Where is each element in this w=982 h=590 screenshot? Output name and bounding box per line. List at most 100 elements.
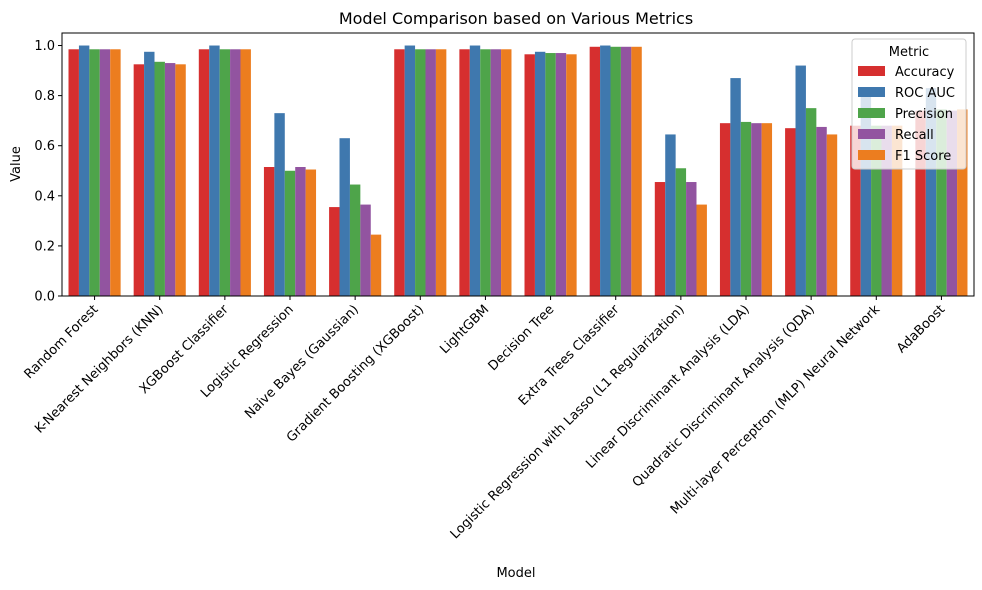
x-tick-label: K-Nearest Neighbors (KNN)	[32, 302, 166, 436]
bar-precision	[610, 46, 621, 296]
bar-accuracy	[68, 49, 79, 296]
legend: Metric Accuracy ROC AUC Precision Recall F1 S…	[851, 38, 967, 170]
bar-recall	[816, 126, 827, 297]
bar-precision	[675, 168, 687, 296]
legend-label: Precision	[895, 107, 953, 122]
bar-accuracy	[394, 49, 405, 296]
bar-precision	[284, 170, 296, 296]
bar-roc-auc	[144, 51, 155, 296]
bar-precision	[219, 49, 231, 296]
bar-roc-auc	[274, 113, 285, 297]
bar-precision	[154, 61, 165, 296]
bar-precision	[871, 125, 882, 297]
x-tick-label: Decision Tree	[486, 302, 558, 374]
bar-recall	[881, 125, 892, 297]
x-axis-label: Model	[496, 566, 535, 581]
bar-roc-auc	[534, 51, 546, 296]
bar-recall	[490, 49, 502, 296]
bar-precision	[936, 109, 947, 297]
bar-f1-score	[305, 169, 317, 296]
bar-recall	[164, 63, 176, 297]
bar-precision	[545, 53, 556, 296]
y-tick-label: 0.2	[34, 239, 55, 254]
bar-accuracy	[654, 182, 666, 296]
x-tick-label: AdaBoost	[894, 302, 948, 356]
bar-roc-auc	[209, 45, 220, 296]
bar-accuracy	[198, 49, 210, 296]
bar-accuracy	[589, 46, 601, 296]
x-tick-label: LightGBM	[437, 302, 492, 357]
bar-roc-auc	[730, 78, 741, 296]
bar-f1-score	[370, 234, 382, 296]
legend-label: ROC AUC	[895, 86, 955, 101]
bar-f1-score	[696, 204, 707, 296]
bar-recall	[946, 110, 958, 297]
bar-roc-auc	[665, 134, 676, 296]
bar-f1-score	[175, 64, 186, 296]
legend-swatch	[858, 87, 885, 97]
bar-roc-auc	[469, 45, 481, 296]
x-tick-label: Gradient Boosting (XGBoost)	[284, 302, 427, 445]
bar-roc-auc	[860, 88, 872, 296]
bar-accuracy	[263, 167, 275, 296]
bar-roc-auc	[925, 88, 937, 296]
bar-roc-auc	[404, 45, 416, 296]
bar-recall	[360, 204, 371, 296]
bar-precision	[349, 184, 361, 296]
y-tick-label: 0.0	[34, 290, 55, 305]
x-tick-label: Logistic Regression with Lasso (L1 Regul…	[448, 302, 688, 542]
bar-recall	[686, 182, 697, 296]
bar-recall	[230, 49, 241, 296]
bar-precision	[415, 49, 426, 296]
bar-f1-score	[110, 49, 121, 296]
bar-f1-score	[826, 134, 838, 296]
bar-precision	[480, 49, 491, 296]
bar-precision	[89, 49, 100, 296]
legend-title: Metric	[889, 45, 929, 60]
bar-accuracy	[329, 207, 340, 296]
bar-f1-score	[631, 46, 642, 296]
legend-swatch	[858, 150, 885, 160]
legend-label: F1 Score	[895, 149, 951, 164]
y-axis-label: Value	[9, 146, 24, 182]
bar-f1-score	[435, 49, 447, 296]
bar-f1-score	[891, 125, 903, 297]
bar-accuracy	[719, 123, 731, 296]
y-tick-label: 0.8	[34, 89, 55, 104]
bar-f1-score	[501, 49, 512, 296]
bar-recall	[620, 46, 632, 296]
bar-f1-score	[240, 49, 251, 296]
bar-precision	[805, 108, 817, 296]
bar-recall	[555, 53, 567, 296]
bar-f1-score	[761, 123, 773, 296]
chart-title: Model Comparison based on Various Metric…	[339, 9, 693, 28]
bar-f1-score	[957, 109, 968, 297]
legend-swatch	[858, 108, 885, 118]
bar-roc-auc	[600, 45, 611, 296]
bar-accuracy	[524, 54, 535, 296]
bar-recall	[295, 167, 306, 296]
bar-f1-score	[566, 54, 577, 296]
legend-swatch	[858, 66, 885, 76]
legend-label: Accuracy	[895, 65, 955, 80]
bars	[68, 45, 968, 297]
bar-accuracy	[850, 125, 861, 297]
legend-label: Recall	[895, 128, 934, 143]
bar-recall	[751, 123, 762, 296]
bar-accuracy	[785, 128, 796, 296]
bar-roc-auc	[339, 138, 350, 296]
bar-recall	[99, 49, 111, 296]
y-tick-label: 0.4	[34, 189, 55, 204]
bar-accuracy	[915, 110, 926, 297]
y-tick-label: 1.0	[34, 39, 55, 54]
bar-accuracy	[459, 49, 470, 296]
y-axis: 0.0 0.2 0.4 0.6 0.8 1.0	[34, 39, 62, 305]
bar-recall	[425, 49, 436, 296]
legend-swatch	[858, 129, 885, 139]
x-tick-label: Naive Bayes (Gaussian)	[242, 302, 362, 422]
y-tick-label: 0.6	[34, 139, 55, 154]
bar-roc-auc	[78, 45, 90, 296]
bar-precision	[740, 121, 752, 296]
